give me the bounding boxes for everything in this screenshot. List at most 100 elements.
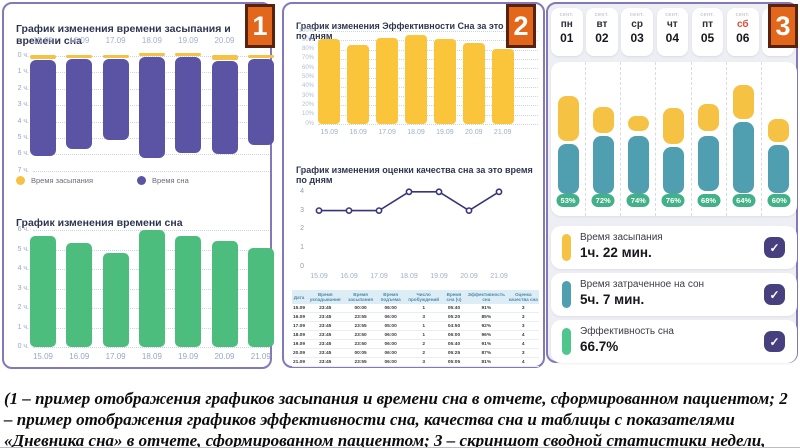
date-label: 20.09 — [460, 273, 478, 280]
date-label: 19.09 — [178, 352, 199, 361]
chart-efficiency-title: График изменения Эффективности Сна за эт… — [296, 21, 534, 41]
date-label: 17.09 — [370, 273, 388, 280]
day-card[interactable]: сент. чт 04 — [656, 8, 689, 56]
table-cell: 2 — [404, 348, 443, 358]
efficiency-bar — [491, 48, 514, 124]
table-cell: 21.09 — [292, 357, 307, 367]
chart-quality-title: График изменения оценки качества сна за … — [296, 165, 533, 185]
date-label: 16.09 — [69, 352, 90, 361]
table-cell: 23:45 — [306, 312, 345, 322]
sleep-segment-bar — [662, 146, 684, 195]
efficiency-percent-pill: 64% — [732, 194, 756, 207]
table-cell: 23:45 — [306, 357, 345, 367]
day-card[interactable]: сент. вт 02 — [586, 8, 618, 56]
y-axis-tick: 80% — [301, 46, 314, 53]
chart-sleep-time: 0 ч. 1 ч. 2 ч. 3 ч. 4 ч. 5 ч. 6 ч. 15.09 16.09 17… — [7, 220, 274, 365]
sleep-segment-bar — [592, 135, 614, 195]
day-abbr: ср — [631, 19, 643, 30]
date-label: 15.09 — [32, 36, 54, 45]
sleep-diary-table: Дата Время укладывания Время засыпания Врем… — [292, 290, 539, 367]
y-axis-tick: 30% — [301, 92, 314, 99]
sleep-bar — [30, 60, 56, 157]
table-cell: 85% — [465, 312, 508, 322]
stat-color-pill-icon — [562, 234, 571, 261]
table-cell: 06:00 — [442, 330, 466, 340]
y-axis-tick: 1 — [300, 244, 304, 252]
efficiency-bar — [347, 44, 370, 124]
table-cell: 3 — [507, 304, 539, 313]
day-card[interactable]: сент. пн 01 — [551, 8, 583, 56]
y-axis-tick: 5 ч. — [17, 134, 29, 141]
chart-sleep-time-title: График изменения времени сна — [16, 216, 183, 229]
date-label: 15.09 — [310, 273, 328, 280]
onset-bar — [138, 53, 165, 57]
table-cell: 91% — [465, 339, 508, 349]
table-cell: 06:00 — [376, 348, 405, 358]
week-bar-column: 72% — [586, 62, 622, 216]
day-number: 02 — [595, 31, 609, 45]
table-header-cell: Время укладывания — [306, 290, 345, 304]
y-axis-tick: 5 ч. — [17, 245, 29, 253]
week-bar-column: 60% — [762, 62, 797, 216]
table-cell: 3 — [507, 321, 539, 331]
stat-checkbox[interactable]: ✓ — [764, 237, 785, 258]
figure-badge-1: 1 — [245, 4, 275, 48]
stat-card: Время засыпания 1ч. 22 мин. ✓ — [551, 226, 797, 269]
table-cell: 06:00 — [376, 312, 405, 322]
efficiency-percent-pill: 76% — [661, 194, 685, 207]
chart-sleep-efficiency: 0% 10% 20% 30% 40% 50% 60% 70% 80% 90% 100% 15.09 16… — [288, 26, 542, 138]
table-header-cell: Число пробуждений — [404, 290, 443, 304]
grid-line — [318, 68, 538, 70]
onset-bar — [247, 54, 274, 58]
chart-sleep-quality: 0 1 2 3 4 5 15.09 16.09 17.09 18.09 19.09 20.09 21.0… — [288, 169, 542, 288]
table-header-cell: Оценка качества сна — [507, 290, 539, 304]
table-cell: 81% — [465, 357, 508, 367]
y-axis-tick: 2 ч. — [17, 304, 29, 311]
onset-segment-bar — [768, 118, 790, 143]
day-abbr: вт — [596, 19, 608, 30]
sleep-segment-bar — [627, 135, 649, 195]
table-cell: 16.09 — [292, 312, 307, 322]
table-cell: 23:55 — [344, 312, 377, 322]
table-cell: 19.09 — [292, 339, 307, 349]
y-axis-tick: 50% — [301, 74, 314, 80]
grid-line — [33, 56, 269, 57]
day-card[interactable]: сент. ср 03 — [621, 8, 653, 56]
panel-sleep-report-1: График изменения времени засыпания и вре… — [2, 2, 274, 369]
day-card[interactable]: сент. пт 05 — [691, 8, 724, 56]
table-row: 20.09 23:45 00:05 06:00 2 05:25 87% 3 — [292, 348, 539, 358]
y-axis-tick: 0 ч. — [17, 52, 29, 59]
stat-checkbox[interactable]: ✓ — [764, 331, 785, 352]
grid-line — [318, 31, 538, 32]
table-cell: 15.09 — [292, 304, 307, 313]
table-row: 16.09 23:45 23:55 06:00 3 05:20 85% 3 — [292, 312, 539, 322]
table-cell: 06:00 — [376, 339, 405, 349]
onset-segment-bar — [592, 106, 614, 133]
day-card[interactable]: сент. сб 06 — [727, 8, 759, 56]
day-number: 03 — [630, 31, 644, 45]
chart-onset-sleep-title: График изменения времени засыпания и вре… — [16, 22, 231, 47]
sleep-time-bar — [211, 241, 238, 347]
y-axis-tick: 0 — [300, 263, 304, 270]
y-axis-tick: 6 ч. — [17, 226, 29, 233]
onset-bar — [211, 55, 238, 61]
table-cell: 23:55 — [344, 357, 377, 367]
onset-bar — [66, 54, 93, 58]
date-label: 21.09 — [493, 129, 512, 136]
stat-value: 66.7% — [580, 339, 619, 354]
table-cell: 00:00 — [344, 304, 377, 313]
date-label: 16.09 — [69, 36, 90, 45]
efficiency-bar — [405, 34, 427, 124]
sleep-time-bar — [102, 252, 129, 347]
efficiency-bar — [318, 39, 341, 124]
efficiency-percent-pill: 53% — [556, 194, 580, 207]
y-axis-tick: 0 ч. — [17, 343, 29, 350]
table-cell: 17.09 — [292, 321, 307, 331]
stat-checkbox[interactable]: ✓ — [764, 284, 785, 305]
day-month-label: сент. — [594, 12, 610, 18]
grid-line — [318, 58, 538, 60]
stat-color-pill-icon — [562, 281, 571, 308]
table-cell: 3 — [404, 312, 443, 322]
onset-segment-bar — [627, 115, 649, 132]
table-cell: 05:00 — [376, 321, 405, 331]
